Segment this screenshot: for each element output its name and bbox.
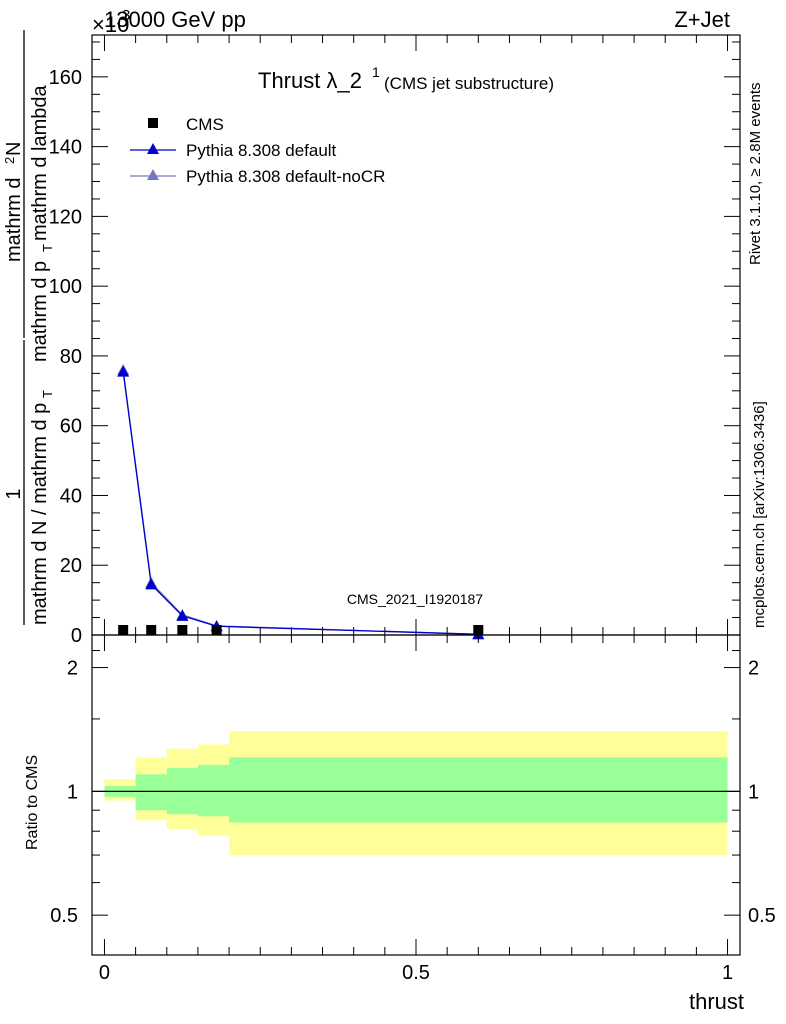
ylabel-numerator-two-rest: N (3, 142, 25, 156)
ratio-y-tick-label-right: 2 (748, 658, 759, 680)
ylabel-denominator-two-sub: T (40, 244, 55, 252)
ratio-bands (92, 731, 740, 856)
ratio-y-tick-label-right: 0.5 (748, 905, 776, 927)
ylabel-denominator-two: mathrm d p (29, 261, 51, 362)
cms-point (211, 625, 222, 635)
series-point-default (145, 578, 158, 590)
main-y-tick-label: 0 (71, 625, 82, 647)
ratio-y-tick-label: 0.5 (50, 905, 78, 927)
process-label: Z+Jet (674, 7, 730, 32)
legend-marker-cms (148, 118, 158, 128)
legend: CMS Pythia 8.308 default Pythia 8.308 de… (130, 115, 385, 186)
rivet-label: Rivet 3.1.10, ≥ 2.8M events (747, 83, 764, 266)
cms-point (146, 625, 157, 635)
main-y-tick-label: 140 (49, 137, 82, 159)
ylabel-denominator-one: mathrm d N / mathrm d p (29, 403, 51, 625)
ylabel-denominator-one-sub: T (40, 390, 55, 398)
series-layer (117, 363, 485, 640)
cms-point (473, 625, 484, 635)
ratio-x-axis: 0 0.5 1 (99, 635, 733, 984)
series-point-default (176, 609, 189, 621)
plot-title: Thrust λ_2 (258, 68, 362, 93)
ratio-y-label: Ratio to CMS (24, 755, 41, 850)
ratio-y-axis: 0.5 0.5 1 1 2 2 (50, 650, 776, 927)
x-tick-label: 1 (722, 962, 733, 984)
ratio-y-tick-label: 1 (67, 781, 78, 803)
energy-label: 13000 GeV pp (104, 7, 246, 32)
legend-label-default: Pythia 8.308 default (186, 141, 337, 160)
main-y-tick-label: 100 (49, 276, 82, 298)
main-y-tick-label: 80 (60, 346, 82, 368)
main-y-label: 1 mathrm d N / mathrm d p T mathrm d 2 N… (2, 30, 55, 625)
ratio-y-tick-label: 2 (67, 658, 78, 680)
x-tick-label: 0 (99, 962, 110, 984)
analysis-watermark: CMS_2021_I1920187 (347, 591, 483, 607)
cms-point (118, 625, 129, 635)
plot-title-sub: (CMS jet substructure) (384, 74, 554, 93)
ratio-y-tick-label-right: 1 (748, 781, 759, 803)
exponent-power: 3 (122, 7, 130, 24)
legend-label-nocr: Pythia 8.308 default-noCR (186, 167, 385, 186)
ratio-inner-band (135, 774, 167, 811)
mcplots-label: mcplots.cern.ch [arXiv:1306.3436] (751, 401, 768, 628)
main-y-tick-label: 20 (60, 555, 82, 577)
main-y-axis: 0 20 40 60 80 100 120 140 160 (49, 41, 740, 647)
legend-label-cms: CMS (186, 115, 224, 134)
ratio-inner-band (229, 757, 728, 823)
exponent-label: ×10 (92, 12, 129, 37)
main-y-tick-label: 120 (49, 206, 82, 228)
ylabel-denominator-two-rest: mathrm d lambda (29, 85, 51, 241)
main-y-tick-label: 60 (60, 416, 82, 438)
cms-point (177, 625, 188, 635)
x-axis-label: thrust (689, 989, 744, 1014)
legend-marker-default (147, 143, 159, 154)
ylabel-numerator-two: mathrm d (3, 178, 25, 262)
ylabel-numerator-one: 1 (3, 488, 25, 499)
legend-marker-nocr (147, 169, 159, 180)
main-y-tick-label: 160 (49, 67, 82, 89)
series-point-default (117, 365, 130, 377)
plot-title-superscript: 1 (372, 64, 380, 80)
ratio-inner-band (197, 764, 230, 817)
x-tick-label: 0.5 (402, 962, 430, 984)
ylabel-numerator-two-sup: 2 (2, 157, 17, 164)
main-y-tick-label: 40 (60, 485, 82, 507)
